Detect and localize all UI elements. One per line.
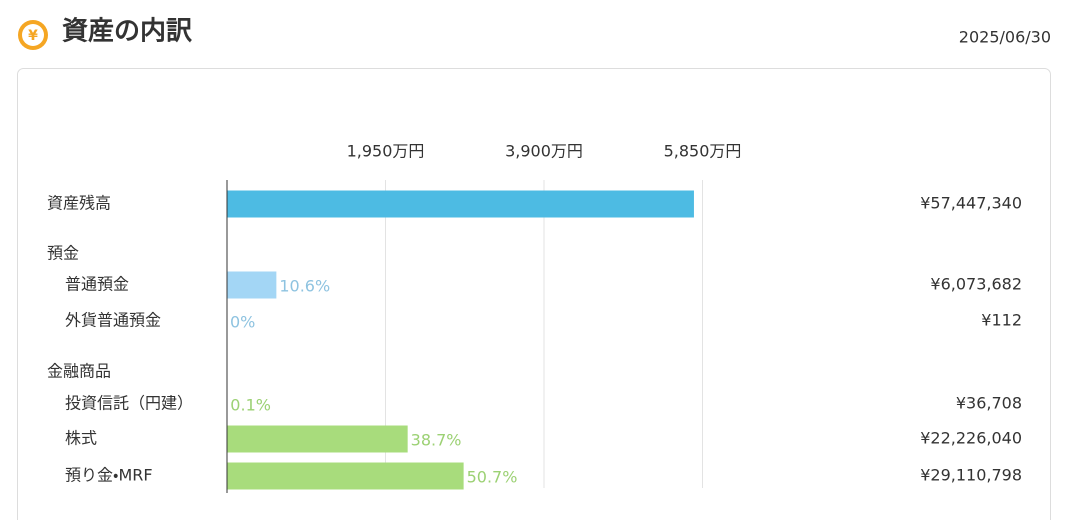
value-label: ¥57,447,340 xyxy=(920,194,1022,213)
share-label: 38.7% xyxy=(411,431,462,450)
date: 2025/06/30 xyxy=(959,28,1051,47)
value-label: ¥22,226,040 xyxy=(920,429,1022,448)
category-label: 預り金・MRF xyxy=(65,466,153,485)
category-label: 金融商品 xyxy=(47,362,111,381)
category-label: 外貨普通預金 xyxy=(65,311,161,330)
category-label: 普通預金 xyxy=(65,275,129,294)
value-label: ¥29,110,798 xyxy=(920,466,1022,485)
x-tick-label: 1,950万円 xyxy=(347,142,425,161)
value-label: ¥112 xyxy=(981,311,1022,330)
bar xyxy=(227,191,694,218)
bar xyxy=(227,272,276,299)
share-label: 0.1% xyxy=(230,396,271,415)
value-label: ¥36,708 xyxy=(956,394,1022,413)
category-label: 資産残高 xyxy=(47,194,111,213)
category-label: 預金 xyxy=(47,244,79,263)
share-label: 50.7% xyxy=(467,468,518,487)
category-label: 投資信託（円建） xyxy=(65,394,193,413)
category-label: 株式 xyxy=(65,429,97,448)
x-tick-label: 3,900万円 xyxy=(505,142,583,161)
value-label: ¥6,073,682 xyxy=(930,275,1022,294)
share-label: 10.6% xyxy=(279,277,330,296)
bar xyxy=(227,463,464,490)
card xyxy=(18,69,1051,521)
share-label: 0% xyxy=(230,313,255,332)
x-tick-label: 5,850万円 xyxy=(664,142,742,161)
page-title: 資産の内訳 xyxy=(62,17,192,47)
yen-icon-glyph: ¥ xyxy=(28,28,38,44)
bar xyxy=(227,426,408,453)
